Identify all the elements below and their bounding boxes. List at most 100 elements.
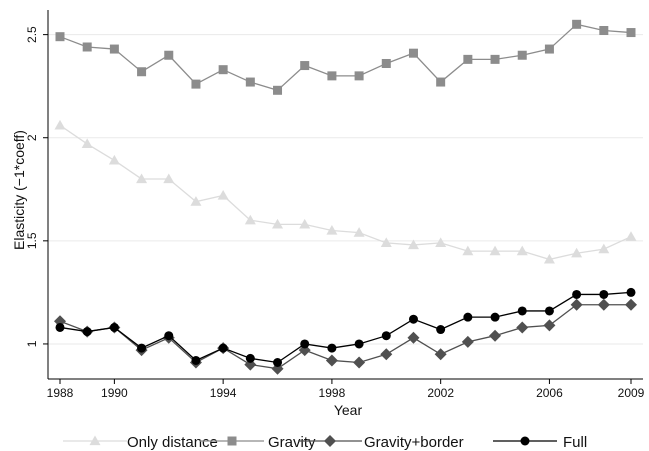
series-line-full	[59, 291, 632, 364]
data-point-only-distance	[380, 237, 392, 248]
legend-label-only-distance: Only distance	[127, 434, 218, 451]
legend-label-gravity: Gravity	[268, 434, 316, 451]
data-point-gravity-border	[353, 356, 366, 369]
series-layer	[54, 19, 637, 375]
data-point-full	[245, 353, 255, 363]
x-tick-label: 1990	[101, 386, 128, 400]
data-point-full	[191, 355, 201, 365]
data-point-only-distance	[435, 237, 447, 248]
data-point-only-distance	[272, 218, 284, 229]
data-point-gravity	[490, 54, 500, 64]
data-point-gravity-border	[325, 354, 338, 367]
data-point-full	[82, 327, 92, 337]
data-point-gravity	[164, 50, 174, 60]
data-point-only-distance	[625, 231, 637, 241]
data-point-full	[599, 289, 609, 299]
data-point-full	[408, 314, 418, 324]
data-point-full	[544, 306, 554, 316]
data-point-full	[517, 306, 527, 316]
x-tick-label: 2009	[618, 386, 645, 400]
data-point-full	[381, 331, 391, 341]
x-tick-label: 1998	[319, 386, 346, 400]
legend-label-gravity-border: Gravity+border	[364, 434, 464, 451]
data-point-gravity-border	[380, 348, 393, 361]
x-axis-label: Year	[334, 402, 363, 418]
data-point-only-distance	[244, 214, 256, 225]
data-point-only-distance	[326, 225, 338, 235]
data-point-gravity	[245, 77, 255, 87]
data-point-gravity-border	[407, 331, 420, 344]
data-point-gravity-border	[597, 298, 610, 311]
x-tick-label: 1994	[210, 386, 237, 400]
data-point-only-distance	[54, 119, 66, 130]
data-point-only-distance	[571, 247, 583, 258]
data-point-gravity	[354, 71, 364, 81]
data-point-only-distance	[353, 227, 365, 237]
data-point-full	[109, 322, 119, 332]
data-point-gravity	[463, 54, 473, 64]
data-point-gravity	[408, 48, 418, 58]
data-point-only-distance	[108, 154, 120, 165]
data-point-gravity-border	[570, 298, 583, 311]
data-point-gravity	[327, 71, 337, 81]
data-point-only-distance	[163, 173, 175, 184]
legend-item-full: Full	[493, 434, 587, 451]
legend-marker-gravity	[227, 436, 237, 446]
data-point-gravity	[626, 28, 636, 38]
series-only-distance	[54, 119, 637, 264]
data-point-full	[327, 343, 337, 353]
data-point-full	[300, 339, 310, 349]
data-point-full	[572, 289, 582, 299]
data-point-gravity	[82, 42, 92, 52]
data-point-gravity	[273, 85, 283, 95]
x-tick-label: 1988	[47, 386, 74, 400]
legend: Only distance Gravity Gravity+border Full	[63, 434, 587, 451]
data-point-gravity	[517, 50, 527, 60]
y-tick-label: 1.5	[25, 232, 39, 249]
data-point-gravity-border	[625, 298, 637, 311]
data-point-only-distance	[81, 138, 93, 149]
data-point-gravity	[137, 67, 147, 77]
data-point-gravity	[599, 25, 609, 35]
data-point-gravity-border	[489, 329, 502, 342]
y-tick-label: 1	[25, 340, 39, 347]
data-point-gravity	[381, 58, 391, 68]
y-tick-label: 2	[25, 134, 39, 141]
legend-marker-only-distance	[89, 435, 101, 446]
data-point-full	[436, 325, 446, 335]
data-point-gravity	[544, 44, 554, 54]
data-point-only-distance	[598, 243, 610, 254]
data-point-gravity	[300, 61, 310, 71]
data-point-full	[218, 343, 228, 353]
data-point-gravity	[109, 44, 119, 54]
y-axis-label: Elasticity (−1*coeff)	[11, 130, 27, 250]
data-point-gravity	[218, 65, 228, 75]
y-tick-label: 2.5	[25, 26, 39, 43]
data-point-gravity-border	[461, 335, 474, 348]
data-point-full	[137, 343, 147, 353]
data-point-gravity-border	[434, 348, 447, 361]
data-point-only-distance	[462, 245, 474, 256]
gridlines	[48, 34, 643, 345]
legend-marker-gravity-border	[324, 435, 336, 447]
data-point-only-distance	[217, 189, 229, 200]
data-point-only-distance	[299, 218, 311, 229]
legend-label-full: Full	[563, 434, 587, 451]
series-line-only-distance	[59, 124, 632, 261]
data-point-full	[164, 331, 174, 341]
data-point-gravity-border	[516, 321, 529, 334]
legend-marker-full	[520, 436, 530, 446]
legend-item-gravity: Gravity	[200, 434, 316, 451]
data-point-full	[273, 358, 283, 368]
series-gravity	[55, 19, 636, 95]
data-point-full	[463, 312, 473, 322]
x-tick-label: 2006	[536, 386, 563, 400]
data-point-full	[490, 312, 500, 322]
legend-item-gravity-border: Gravity+border	[298, 434, 464, 451]
data-point-full	[55, 322, 65, 332]
series-line-gravity	[59, 23, 632, 92]
data-point-only-distance	[190, 196, 202, 206]
data-point-gravity	[572, 19, 582, 29]
data-point-only-distance	[516, 245, 528, 256]
